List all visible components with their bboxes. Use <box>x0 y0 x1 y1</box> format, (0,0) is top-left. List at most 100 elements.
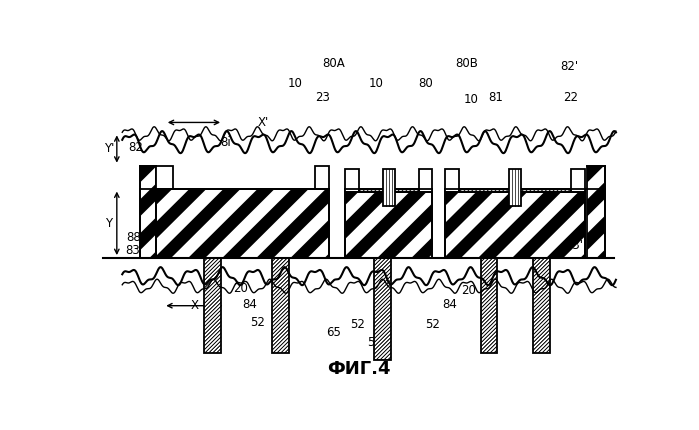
Polygon shape <box>563 166 672 258</box>
Polygon shape <box>631 189 699 258</box>
Polygon shape <box>514 189 600 258</box>
Text: 83': 83' <box>565 239 583 252</box>
Text: 84: 84 <box>442 298 458 310</box>
Bar <box>272 258 289 353</box>
Polygon shape <box>309 189 396 258</box>
Polygon shape <box>86 189 173 258</box>
Polygon shape <box>308 189 394 258</box>
Text: X': X' <box>258 116 269 129</box>
Bar <box>374 258 391 359</box>
Bar <box>140 166 156 258</box>
Bar <box>345 169 359 192</box>
Text: 84: 84 <box>243 298 257 310</box>
Polygon shape <box>81 166 192 258</box>
Text: 10: 10 <box>287 77 303 90</box>
Polygon shape <box>188 189 275 258</box>
Text: 20: 20 <box>233 282 248 295</box>
Text: 80B: 80B <box>456 57 479 70</box>
Polygon shape <box>217 166 328 258</box>
Text: 20: 20 <box>461 284 476 297</box>
Polygon shape <box>649 189 699 258</box>
Text: 8i: 8i <box>220 136 231 149</box>
Text: 82: 82 <box>128 141 143 154</box>
Bar <box>533 258 550 353</box>
Polygon shape <box>290 189 377 258</box>
Bar <box>345 189 432 258</box>
Polygon shape <box>529 189 616 258</box>
Polygon shape <box>154 189 241 258</box>
Text: 22: 22 <box>563 91 579 104</box>
Polygon shape <box>616 189 699 258</box>
Polygon shape <box>665 189 699 258</box>
Text: 52: 52 <box>350 319 364 332</box>
Polygon shape <box>427 189 514 258</box>
Polygon shape <box>445 189 532 258</box>
Polygon shape <box>241 189 328 258</box>
Polygon shape <box>52 189 138 258</box>
Polygon shape <box>582 189 669 258</box>
Text: ФИГ.4: ФИГ.4 <box>327 360 390 378</box>
Polygon shape <box>683 189 699 258</box>
Polygon shape <box>13 166 123 258</box>
Text: 52: 52 <box>250 316 266 329</box>
Polygon shape <box>115 166 225 258</box>
Bar <box>359 189 419 192</box>
Text: 50: 50 <box>367 336 382 349</box>
Polygon shape <box>17 189 104 258</box>
Polygon shape <box>494 166 605 258</box>
Text: 80: 80 <box>419 77 433 90</box>
Polygon shape <box>512 189 599 258</box>
Polygon shape <box>286 166 396 258</box>
Polygon shape <box>426 166 536 258</box>
Polygon shape <box>47 166 157 258</box>
Bar <box>459 189 571 192</box>
Polygon shape <box>275 189 361 258</box>
Bar <box>156 166 173 189</box>
Polygon shape <box>375 189 463 258</box>
Bar <box>445 189 585 258</box>
Bar <box>382 169 395 206</box>
Polygon shape <box>461 189 548 258</box>
Text: 10: 10 <box>463 93 478 106</box>
Text: Y': Y' <box>104 142 114 155</box>
Polygon shape <box>150 166 259 258</box>
Polygon shape <box>480 189 566 258</box>
Polygon shape <box>665 166 699 258</box>
Polygon shape <box>183 166 294 258</box>
Text: 80A: 80A <box>322 57 345 70</box>
Bar <box>445 169 459 192</box>
Text: 83: 83 <box>125 244 140 257</box>
Polygon shape <box>359 189 445 258</box>
Text: 81: 81 <box>489 91 503 104</box>
Polygon shape <box>598 189 684 258</box>
Polygon shape <box>257 189 343 258</box>
Polygon shape <box>546 189 633 258</box>
Polygon shape <box>630 166 699 258</box>
Bar <box>345 189 432 258</box>
Text: 82': 82' <box>561 61 579 74</box>
Bar <box>459 189 571 192</box>
Bar <box>140 166 156 258</box>
Text: X: X <box>190 299 199 312</box>
Text: Y: Y <box>106 217 113 230</box>
Polygon shape <box>388 166 498 258</box>
Bar <box>156 189 329 258</box>
Polygon shape <box>495 189 582 258</box>
Bar <box>315 166 329 189</box>
Bar <box>509 169 521 206</box>
Polygon shape <box>684 189 699 258</box>
Bar <box>359 189 419 192</box>
Polygon shape <box>324 189 411 258</box>
Polygon shape <box>580 189 667 258</box>
Polygon shape <box>343 189 430 258</box>
Bar <box>571 169 585 192</box>
Polygon shape <box>320 166 430 258</box>
Polygon shape <box>120 189 207 258</box>
Polygon shape <box>354 166 464 258</box>
Polygon shape <box>411 189 498 258</box>
Text: 88: 88 <box>127 231 141 244</box>
Polygon shape <box>0 166 89 258</box>
Polygon shape <box>614 189 699 258</box>
Bar <box>445 189 585 258</box>
Polygon shape <box>563 189 650 258</box>
